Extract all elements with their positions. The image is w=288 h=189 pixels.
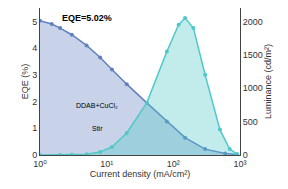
svg-text:Stir: Stir [92,125,103,132]
svg-text:10⁰: 10⁰ [33,159,47,169]
svg-text:Current density (mA/cm²): Current density (mA/cm²) [90,169,191,179]
svg-text:1500: 1500 [243,50,263,60]
svg-text:10¹: 10¹ [100,159,113,169]
svg-text:0: 0 [32,150,37,160]
svg-text:1000: 1000 [243,83,263,93]
svg-text:2000: 2000 [243,17,263,27]
svg-text:EQE (%): EQE (%) [20,64,30,100]
svg-text:5: 5 [32,17,37,27]
svg-text:2: 2 [32,97,37,107]
svg-text:10³: 10³ [233,159,246,169]
svg-text:4: 4 [32,43,37,53]
svg-text:Luminance (cd/m²): Luminance (cd/m²) [263,44,273,119]
svg-text:3: 3 [32,70,37,80]
svg-text:DDAB+CuCl₂: DDAB+CuCl₂ [76,102,118,109]
svg-text:1: 1 [32,123,37,133]
svg-text:EQE=5.02%: EQE=5.02% [62,13,112,23]
svg-text:0: 0 [243,150,248,160]
svg-text:10²: 10² [167,159,180,169]
svg-text:500: 500 [243,117,258,127]
